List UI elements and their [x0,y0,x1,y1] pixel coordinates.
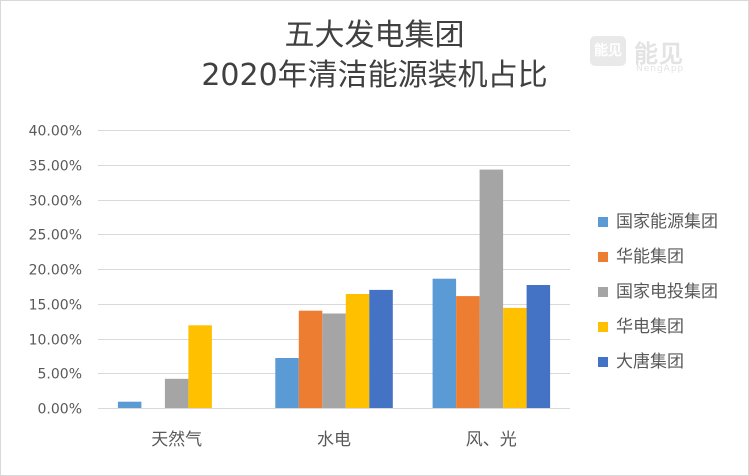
bar [275,358,299,408]
legend-swatch [598,217,608,227]
watermark-name: 能见 [634,40,684,68]
bars [117,169,551,408]
bar [432,278,457,408]
y-tick-label: 40.00% [29,124,82,140]
y-tick-label: 5.00% [38,367,82,383]
bar [503,307,527,408]
bar [456,296,480,408]
bar [369,289,393,408]
chart-title-line-1: 五大发电集团 [284,18,465,53]
bar [188,325,212,408]
x-tick-label: 天然气 [151,430,202,450]
x-tick-labels: 天然气 水电 风、光 [151,430,517,450]
bar [526,285,551,408]
y-tick-label: 25.00% [29,228,82,244]
bar [322,313,346,408]
legend-swatch [598,322,608,332]
x-tick-label: 水电 [317,430,351,450]
legend-swatch [598,252,608,262]
y-tick-label: 20.00% [29,263,82,279]
bar [164,378,189,408]
bar [298,310,323,408]
y-tick-labels: 0.00% 5.00% 10.00% 15.00% 20.00% 25.00% 30.00%… [29,124,82,418]
chart-title-line-2: 2020年清洁能源装机占比 [201,58,548,93]
bar [479,169,504,408]
y-tick-label: 0.00% [38,402,82,418]
legend-label: 国家电投集团 [616,282,718,302]
legend-label: 华能集团 [616,247,684,267]
y-tick-label: 10.00% [29,333,82,349]
y-tick-label: 35.00% [29,159,82,175]
watermark-logo-icon: 能见 [590,36,626,66]
bar [345,294,370,408]
y-tick-label: 15.00% [29,298,82,314]
chart-title: 五大发电集团 2020年清洁能源装机占比 [0,16,749,96]
legend-label: 华电集团 [616,317,684,337]
legend-swatch [598,357,608,367]
bar [117,401,142,408]
legend-label: 国家能源集团 [616,212,718,232]
x-tick-label: 风、光 [466,430,517,450]
legend-label: 大唐集团 [616,352,684,372]
watermark-subtitle: NengApp [636,64,685,74]
legend-swatch [598,287,608,297]
y-tick-label: 30.00% [29,194,82,210]
watermark: 能见 能见 NengApp [590,34,740,84]
